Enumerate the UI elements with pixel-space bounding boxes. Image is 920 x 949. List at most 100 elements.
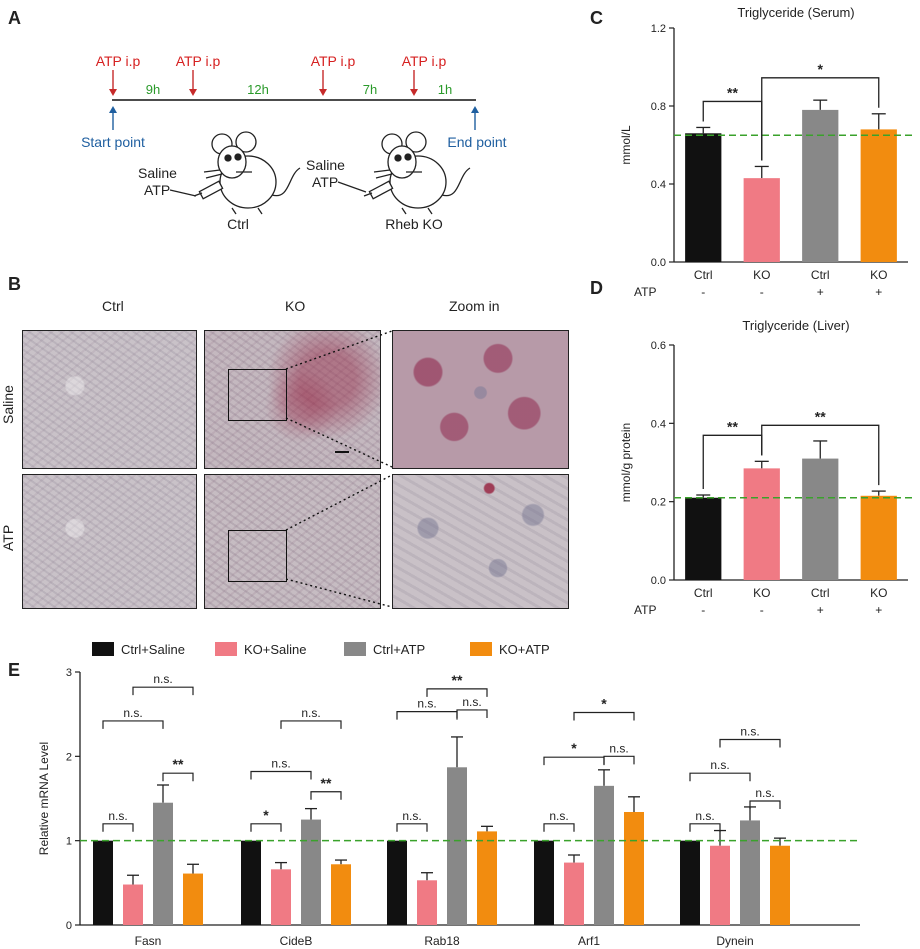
significance-bracket (132, 686, 194, 696)
significance-bracket (162, 772, 194, 782)
micrograph-ko-saline (204, 330, 381, 469)
end-point-arrow (471, 106, 479, 130)
chart-relative-mrna: Relative mRNA Level 0 1 2 3 Ctrl+Saline KO+Sal… (37, 642, 860, 948)
bar-Arf1-3 (624, 811, 644, 925)
bar-Arf1-2 (594, 785, 614, 925)
significance-bracket (749, 800, 781, 810)
panel-letter-e: E (8, 660, 21, 680)
bar-1 (743, 178, 780, 262)
atp-sign: + (817, 603, 824, 617)
x-tick-label: CideB (280, 934, 313, 948)
significance-label: n.s. (755, 786, 774, 800)
mouse1-treatment-saline: Saline (138, 165, 177, 181)
significance-bracket (689, 772, 751, 782)
start-point-arrow (109, 106, 117, 130)
x-tick-label: Ctrl (694, 586, 713, 600)
bar-Fasn-0 (93, 840, 113, 925)
bar-Fasn-1 (123, 884, 143, 925)
significance-label: n.s. (740, 724, 759, 738)
atp-sign: - (760, 603, 764, 617)
x-tick-label: KO (870, 268, 887, 282)
significance-bracket (573, 711, 635, 721)
x-tick-label: Arf1 (578, 934, 600, 948)
significance-label: n.s. (108, 809, 127, 823)
mouse2-treatment-saline: Saline (306, 157, 345, 173)
bar-Fasn-3 (183, 873, 203, 925)
bar-0 (685, 497, 722, 580)
bar-Fasn-2 (153, 802, 173, 925)
bar-2 (802, 109, 839, 263)
significance-label: n.s. (609, 741, 628, 755)
significance-label: * (818, 61, 824, 77)
significance-label: ** (727, 418, 738, 434)
significance-label: n.s. (402, 809, 421, 823)
legend-swatch (215, 642, 237, 656)
legend-label: KO+Saline (244, 642, 307, 657)
x-tick-label: Ctrl (811, 586, 830, 600)
bar-3 (860, 129, 897, 262)
y-tick-label: 3 (66, 667, 72, 679)
panel-letter-c: C (590, 8, 603, 28)
bar-Dynein-3 (770, 845, 790, 925)
legend-label: Ctrl+ATP (373, 642, 425, 657)
significance-label: n.s. (549, 809, 568, 823)
mouse2-treat-arrow (337, 181, 367, 193)
bar-2 (802, 458, 839, 580)
injection-label-2: ATP i.p (176, 53, 221, 69)
micrograph-zoom-ko-atp (392, 474, 569, 609)
legend-label: KO+ATP (499, 642, 550, 657)
zoom-box-ko-atp (228, 530, 287, 582)
significance-label: * (571, 740, 577, 756)
y-tick-label: 1 (66, 836, 72, 848)
micrograph-ctrl-saline (22, 330, 197, 469)
y-tick-label: 0.2 (651, 497, 666, 509)
mouse2-label: Rheb KO (385, 216, 443, 232)
scale-bar (335, 451, 349, 453)
legend-swatch (344, 642, 366, 656)
mouse1-treat-arrow (169, 189, 197, 197)
bar-Rab18-2 (447, 767, 467, 925)
legend-swatch (470, 642, 492, 656)
significance-bracket (250, 823, 282, 832)
zoom-box-ko-saline (228, 369, 287, 421)
significance-label: ** (452, 672, 463, 688)
timeline-schematic: ATP i.p ATP i.p ATP i.p ATP i.p 9h 12h 7… (81, 53, 507, 232)
injection-arrow-2 (189, 70, 197, 96)
y-tick-label: 0.0 (651, 575, 666, 587)
x-tick-label: Fasn (135, 934, 162, 948)
y-axis-label: Relative mRNA Level (37, 742, 51, 855)
atp-sign: - (701, 603, 705, 617)
bar-CideB-1 (271, 869, 291, 925)
significance-bracket (102, 823, 134, 832)
bar-Dynein-0 (680, 840, 700, 925)
chart-title: Triglyceride (Serum) (737, 5, 854, 20)
significance-label: * (601, 695, 607, 711)
y-axis-label: mmol/g protein (619, 423, 633, 502)
start-point-label: Start point (81, 134, 145, 150)
atp-sign: - (760, 285, 764, 299)
micrograph-ctrl-atp (22, 474, 197, 609)
y-tick-label: 1.2 (651, 23, 666, 35)
panel-letter-d: D (590, 278, 603, 298)
bar-Arf1-0 (534, 840, 554, 925)
bar-1 (743, 468, 780, 580)
end-point-label: End point (447, 134, 506, 150)
injection-arrow-4 (410, 70, 418, 96)
significance-label: ** (173, 756, 184, 772)
significance-label: ** (815, 408, 826, 424)
chart-serum-triglyceride: Triglyceride (Serum) mmol/L 0.0 0.4 0.8 1.2 Ct… (619, 5, 916, 299)
mouse1-label: Ctrl (227, 216, 249, 232)
mouse1-treatment-atp: ATP (144, 182, 170, 198)
col-header-ko: KO (285, 298, 306, 314)
chart-liver-triglyceride: Triglyceride (Liver) mmol/g protein 0.0 0.2… (619, 318, 916, 617)
y-axis-label: mmol/L (619, 125, 633, 165)
significance-label: n.s. (301, 706, 320, 720)
significance-label: * (263, 807, 269, 823)
bar-CideB-0 (241, 840, 261, 925)
y-tick-label: 2 (66, 751, 72, 763)
atp-sign: + (875, 285, 882, 299)
significance-bracket (543, 756, 605, 766)
significance-label: n.s. (123, 706, 142, 720)
significance-bracket (426, 688, 488, 697)
significance-bracket (250, 770, 312, 780)
